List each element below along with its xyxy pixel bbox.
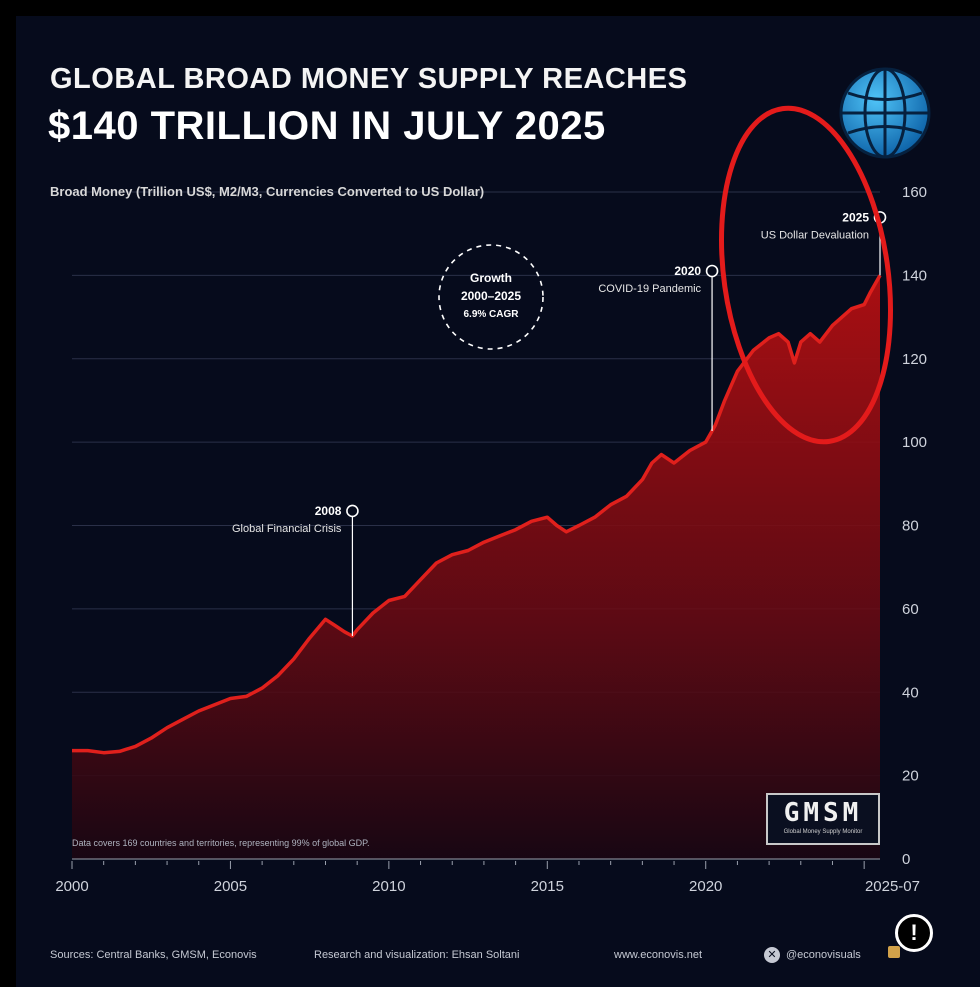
annotation-text: Global Financial Crisis [232, 523, 342, 535]
growth-line2: 2000–2025 [461, 289, 521, 303]
y-tick-label: 20 [902, 768, 919, 785]
coverage-note: Data covers 169 countries and territorie… [72, 838, 370, 848]
y-tick-label: 160 [902, 184, 927, 201]
series-line [72, 274, 882, 755]
annotation-marker [705, 264, 719, 278]
x-axis-ticks: 2000 2005 2010 2015 2020 2025-07 [55, 858, 920, 895]
y-tick-label: 120 [902, 351, 927, 368]
annotation-marker [346, 504, 359, 518]
lock-icon [888, 946, 900, 958]
annotation-year: 2025 [842, 210, 869, 224]
y-tick-label: 80 [902, 518, 919, 535]
footer-handle[interactable]: @econovisuals [786, 949, 861, 961]
footer: Sources: Central Banks, GMSM, Econovis R… [16, 946, 980, 970]
annotation-year: 2008 [315, 504, 342, 518]
x-tick-label: 2005 [214, 878, 247, 895]
annotations: 2008 Global Financial Crisis 2020 COVID-19 … [232, 210, 887, 636]
annotation-text: US Dollar Devaluation [761, 229, 869, 241]
title-line-1: GLOBAL BROAD MONEY SUPPLY REACHES [50, 63, 688, 95]
x-tick-label: 2025-07 [865, 878, 920, 895]
annotation-year: 2020 [674, 264, 701, 278]
growth-callout: Growth 2000–2025 6.9% CAGR [438, 244, 544, 350]
growth-line1: Growth [470, 271, 512, 285]
gmsm-logo-text: GMSM [783, 798, 863, 828]
gmsm-logo: GMSM Global Money Supply Monitor [766, 793, 880, 845]
x-tick-label: 2020 [689, 878, 722, 895]
growth-line3: 6.9% CAGR [463, 309, 519, 320]
annotation-text: COVID-19 Pandemic [598, 283, 701, 295]
y-axis-ticks: 0 20 40 60 80 100 120 140 160 [902, 184, 927, 868]
y-tick-label: 100 [902, 434, 927, 451]
y-tick-label: 60 [902, 601, 919, 618]
series-area [72, 275, 880, 859]
gmsm-logo-subtext: Global Money Supply Monitor [783, 829, 863, 835]
globe-icon [839, 67, 931, 159]
x-tick-label: 2000 [55, 878, 88, 895]
title-line-2: $140 TRILLION IN JULY 2025 [48, 104, 606, 148]
y-tick-label: 40 [902, 684, 919, 701]
x-tick-label: 2010 [372, 878, 405, 895]
x-tick-label: 2015 [531, 878, 564, 895]
y-tick-label: 0 [902, 851, 910, 868]
footer-credit: Research and visualization: Ehsan Soltan… [314, 949, 520, 961]
chart-subtitle: Broad Money (Trillion US$, M2/M3, Curren… [50, 184, 485, 199]
footer-site[interactable]: www.econovis.net [614, 949, 703, 961]
infographic-frame: 0 20 40 60 80 100 120 140 160 2000 2005 2010 2015 20… [16, 16, 980, 987]
info-icon[interactable]: ! [895, 914, 933, 952]
y-tick-label: 140 [902, 267, 927, 284]
x-logo-icon: ✕ [764, 947, 780, 963]
footer-sources: Sources: Central Banks, GMSM, Econovis [50, 949, 257, 961]
highlight-ellipse [718, 105, 894, 445]
